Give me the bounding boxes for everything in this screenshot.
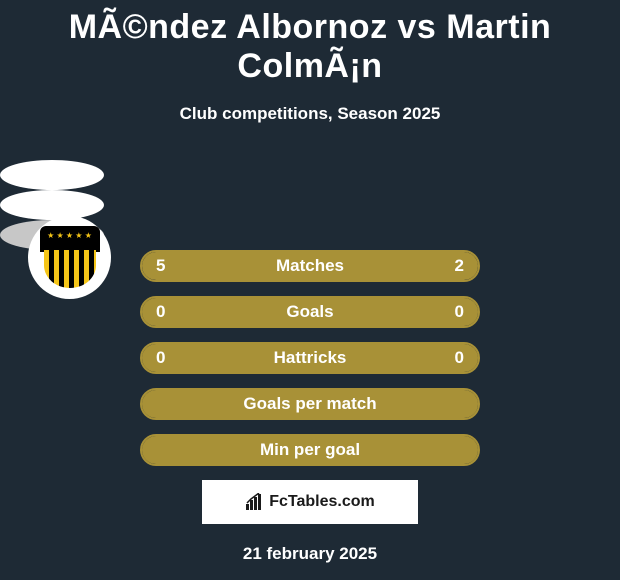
stat-value-left: 0 (156, 302, 165, 322)
penarol-stars-icon: ★ ★ ★ ★ ★ (40, 231, 100, 240)
subtitle: Club competitions, Season 2025 (0, 104, 620, 124)
penarol-stripes-icon (44, 250, 96, 288)
stats-bars: 5 Matches 2 0 Goals 0 0 Hattricks 0 Goal… (140, 250, 480, 466)
stat-row-matches: 5 Matches 2 (140, 250, 480, 282)
stat-label: Goals (286, 302, 333, 322)
footer-date: 21 february 2025 (0, 544, 620, 564)
stat-label: Min per goal (260, 440, 360, 460)
stat-fill-left (142, 252, 381, 280)
penarol-shield-icon: ★ ★ ★ ★ ★ (40, 226, 100, 290)
stat-row-goals-per-match: Goals per match (140, 388, 480, 420)
watermark: FcTables.com (202, 480, 418, 524)
stat-value-right: 0 (455, 302, 464, 322)
watermark-text: FcTables.com (269, 493, 375, 511)
page-title: MÃ©ndez Albornoz vs Martin ColmÃ¡n (0, 0, 620, 86)
stat-row-hattricks: 0 Hattricks 0 (140, 342, 480, 374)
stat-label: Matches (276, 256, 344, 276)
stat-value-right: 0 (455, 348, 464, 368)
stat-row-goals: 0 Goals 0 (140, 296, 480, 328)
comparison-content: ★ ★ ★ ★ ★ 5 Matches 2 0 Goals 0 0 Hattri… (0, 160, 620, 564)
stat-value-left: 5 (156, 256, 165, 276)
player-right-flag (0, 190, 104, 220)
stat-label: Hattricks (274, 348, 347, 368)
stat-value-left: 0 (156, 348, 165, 368)
player-left-flag (0, 160, 104, 190)
player-left-club-badge: ★ ★ ★ ★ ★ (28, 216, 111, 299)
chart-icon (245, 493, 265, 511)
stat-value-right: 2 (455, 256, 464, 276)
stat-row-min-per-goal: Min per goal (140, 434, 480, 466)
stat-label: Goals per match (243, 394, 376, 414)
